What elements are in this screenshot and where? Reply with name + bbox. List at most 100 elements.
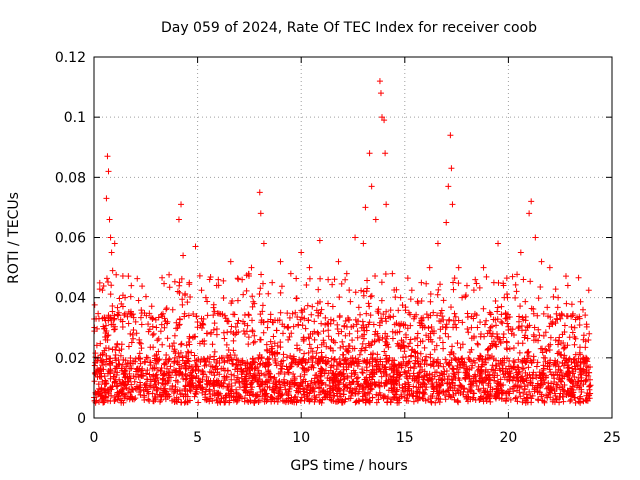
data-point	[507, 396, 514, 403]
data-point	[298, 394, 305, 401]
data-point	[225, 390, 232, 397]
data-point	[392, 363, 399, 370]
data-point	[299, 322, 306, 329]
data-point	[537, 283, 544, 290]
data-point-peak	[426, 264, 433, 271]
data-point	[166, 271, 173, 278]
data-point	[487, 324, 494, 331]
data-point	[242, 378, 249, 385]
data-point	[546, 347, 553, 353]
data-point	[435, 286, 442, 293]
data-point	[262, 378, 269, 385]
data-point	[119, 272, 126, 279]
data-point	[561, 322, 568, 329]
data-point-peak	[161, 324, 168, 331]
data-point	[356, 351, 363, 358]
data-point	[138, 307, 145, 314]
data-point	[452, 356, 459, 363]
data-point-peak	[381, 117, 388, 124]
data-point	[281, 371, 288, 378]
data-point	[94, 325, 101, 332]
data-point	[145, 328, 152, 335]
data-point	[394, 399, 401, 406]
data-point-peak	[362, 204, 369, 211]
data-point	[534, 312, 541, 319]
data-point	[476, 378, 483, 385]
data-point	[128, 381, 135, 388]
data-point	[221, 312, 228, 319]
data-point	[403, 334, 410, 341]
data-point	[141, 397, 148, 404]
data-point	[328, 336, 335, 343]
data-point	[357, 382, 364, 389]
data-point	[446, 316, 453, 323]
data-point	[522, 317, 529, 324]
data-point	[510, 374, 517, 381]
data-point	[401, 368, 408, 375]
data-point	[360, 324, 367, 331]
data-point	[377, 368, 384, 375]
data-point	[123, 363, 130, 370]
data-point	[409, 392, 416, 399]
data-point	[484, 346, 491, 353]
data-point	[255, 355, 262, 362]
data-point	[144, 367, 151, 374]
data-point	[337, 344, 344, 351]
data-point	[156, 356, 163, 363]
data-point	[106, 360, 113, 367]
data-point	[519, 373, 526, 380]
data-point	[428, 399, 435, 406]
data-point	[427, 291, 434, 298]
data-point	[312, 380, 319, 387]
data-point	[153, 351, 160, 358]
data-point	[264, 318, 271, 325]
data-point	[151, 393, 158, 400]
data-point	[516, 323, 523, 330]
data-point	[519, 358, 526, 365]
data-point	[353, 386, 360, 393]
data-point	[185, 339, 192, 346]
data-point	[543, 392, 550, 399]
data-point-peak	[97, 366, 104, 373]
data-point	[561, 344, 568, 351]
data-point	[105, 345, 112, 352]
data-point-peak	[169, 306, 176, 313]
data-point	[172, 377, 179, 384]
data-point	[542, 346, 549, 353]
data-point	[315, 286, 322, 293]
data-point-peak	[325, 276, 332, 283]
data-point	[207, 395, 214, 402]
data-point	[572, 351, 579, 358]
data-point	[213, 331, 220, 338]
data-point	[518, 383, 525, 390]
data-point	[187, 293, 194, 300]
data-point	[406, 340, 413, 347]
data-point	[145, 390, 152, 397]
data-point	[207, 273, 214, 280]
data-point	[504, 368, 511, 375]
data-point	[165, 378, 172, 385]
data-point-peak	[555, 294, 562, 301]
data-point	[490, 338, 497, 345]
data-point	[140, 387, 147, 394]
data-point	[388, 385, 395, 392]
data-point	[176, 289, 183, 296]
data-point	[107, 386, 114, 393]
data-point-peak	[101, 387, 108, 394]
data-point	[470, 287, 477, 294]
data-point	[285, 369, 292, 376]
data-point	[224, 318, 231, 325]
data-point	[271, 374, 278, 381]
data-point	[547, 390, 554, 397]
data-point	[193, 385, 200, 392]
data-point	[463, 396, 470, 403]
data-point	[264, 324, 271, 331]
data-point	[564, 390, 571, 397]
data-point	[316, 356, 323, 363]
data-point	[235, 317, 242, 324]
data-point	[536, 332, 543, 339]
data-point	[301, 371, 308, 378]
data-point	[440, 297, 447, 304]
data-point	[411, 335, 418, 342]
data-point	[93, 357, 100, 364]
